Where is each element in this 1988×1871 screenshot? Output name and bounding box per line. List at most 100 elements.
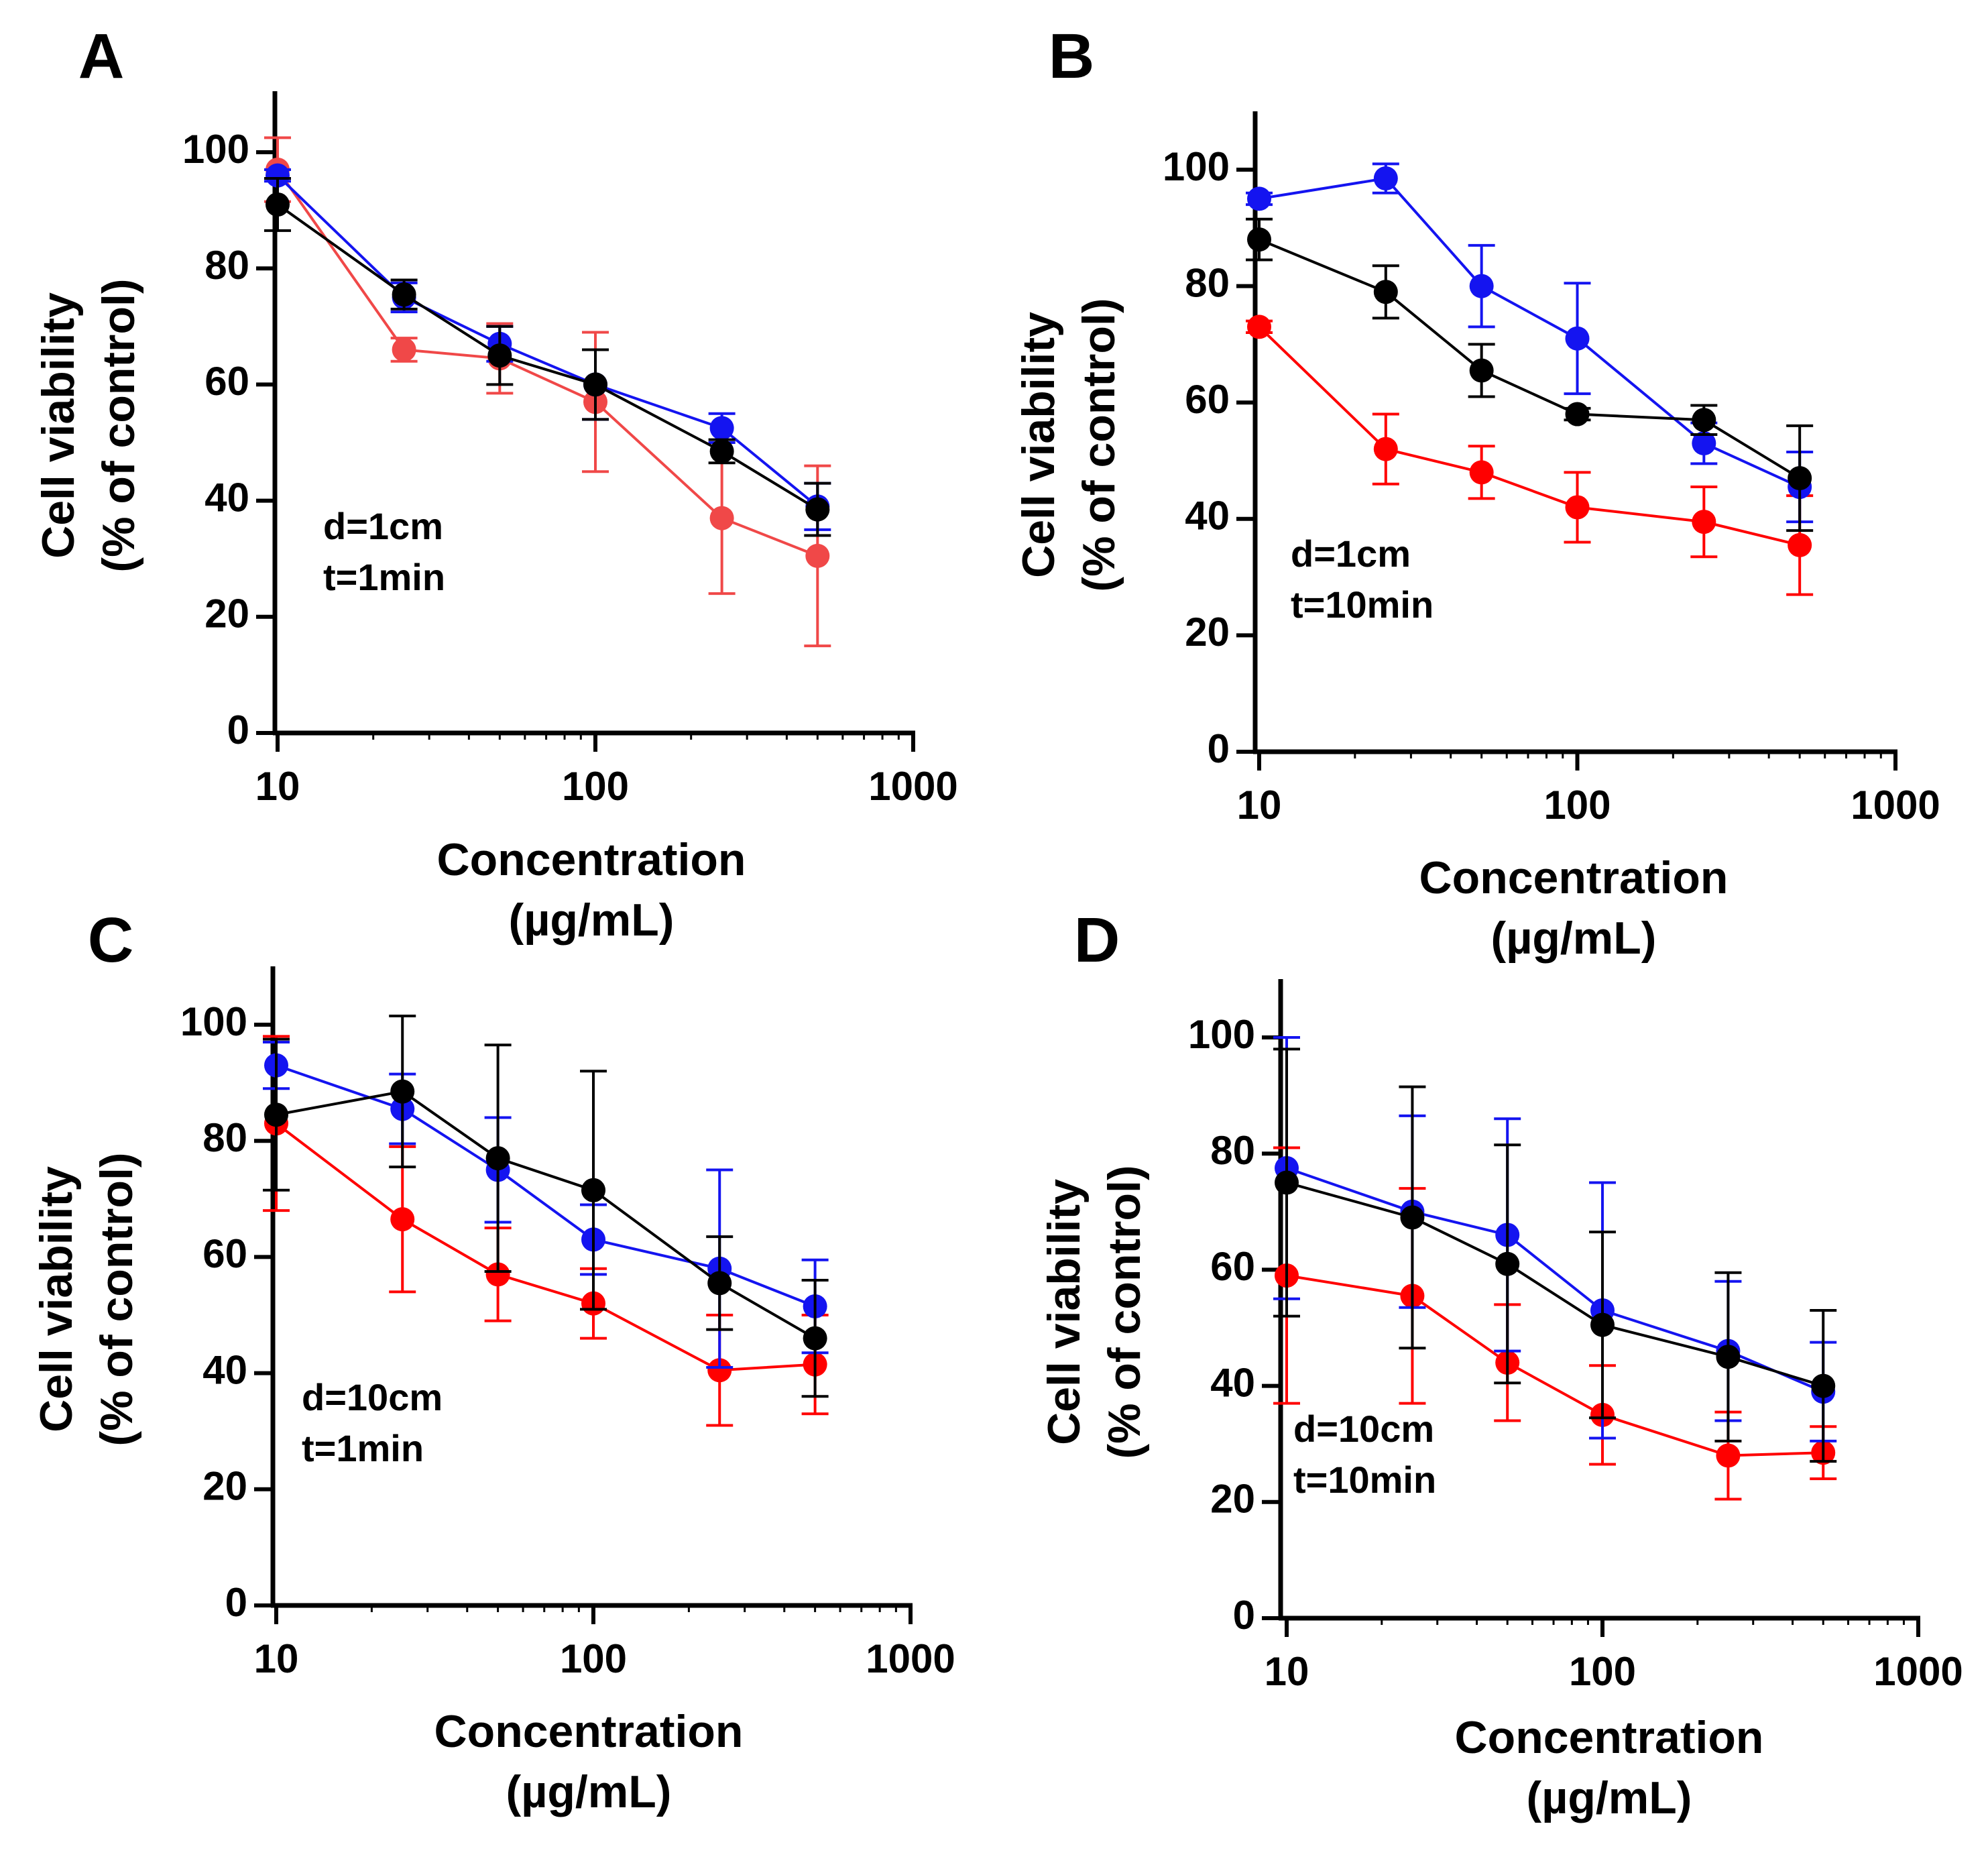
- condition-annotation: d=1cm: [1291, 532, 1411, 575]
- y-axis-label: (% of control): [1099, 1165, 1150, 1459]
- y-tick-label: 100: [180, 999, 247, 1044]
- y-tick-label: 60: [1185, 377, 1230, 422]
- y-tick-label: 40: [204, 475, 249, 520]
- panel-d: D 0 20 40 60 80 100 10 100 1000 Concentration (µg/m…: [1039, 905, 1963, 1823]
- data-point: [805, 497, 830, 522]
- x-tick-label: 1000: [868, 764, 957, 809]
- y-tick-label: 40: [1210, 1360, 1255, 1405]
- y-tick-label: 60: [202, 1231, 247, 1276]
- data-point: [1565, 326, 1590, 351]
- y-tick-label: 100: [182, 127, 249, 172]
- data-point: [485, 1262, 510, 1287]
- data-point: [390, 1207, 415, 1232]
- data-point: [1247, 186, 1271, 211]
- y-tick-label: 60: [1210, 1244, 1255, 1289]
- series-1: [263, 1040, 829, 1369]
- y-tick-label: 0: [1208, 726, 1230, 771]
- data-point: [803, 1326, 827, 1351]
- series-line: [1286, 1166, 1824, 1394]
- data-point: [1400, 1205, 1425, 1230]
- panel-c: C 0 20 40 60 80 100 10 100 1000 Concentration (µg/m…: [31, 905, 955, 1817]
- series-1: [1273, 1036, 1837, 1442]
- y-tick-label: 20: [204, 591, 249, 636]
- data-point: [1373, 166, 1398, 191]
- data-point: [1788, 466, 1812, 491]
- series-line: [275, 1122, 815, 1372]
- panel-a: A 0 20 40 60 80 100 10 100 1000 Concentration (µg/m…: [33, 21, 958, 946]
- y-tick-label: 40: [1185, 494, 1230, 538]
- panel-label: A: [78, 21, 125, 92]
- x-tick-label: 1000: [1851, 783, 1940, 828]
- condition-annotation: d=10cm: [1293, 1408, 1434, 1450]
- condition-annotation: t=10min: [1293, 1459, 1436, 1501]
- data-point: [709, 506, 734, 530]
- data-point: [583, 372, 607, 397]
- x-axis-label: (µg/mL): [509, 895, 675, 946]
- data-point: [805, 543, 830, 568]
- y-axis-label: Cell viability: [33, 292, 84, 559]
- panel-label: D: [1074, 905, 1120, 976]
- y-tick-label: 80: [204, 243, 249, 288]
- data-point: [392, 337, 416, 362]
- data-point: [1565, 402, 1590, 427]
- x-axis-label: (µg/mL): [1491, 913, 1657, 964]
- x-tick-label: 1000: [866, 1636, 955, 1681]
- panel-label: B: [1049, 21, 1095, 92]
- data-point: [1716, 1443, 1741, 1468]
- x-tick-label: 10: [1265, 1649, 1309, 1694]
- series-line: [1258, 325, 1800, 547]
- y-tick-label: 80: [202, 1115, 247, 1160]
- y-axis-label: (% of control): [1073, 298, 1124, 591]
- series-line: [276, 174, 819, 508]
- data-point: [266, 163, 290, 188]
- data-point: [1788, 532, 1812, 557]
- condition-annotation: d=10cm: [302, 1376, 443, 1418]
- data-point: [264, 1102, 288, 1127]
- data-point: [707, 1358, 732, 1383]
- condition-annotation: t=10min: [1291, 583, 1434, 626]
- data-point: [1590, 1312, 1615, 1337]
- y-tick-label: 20: [202, 1464, 247, 1509]
- series-line: [1286, 1181, 1824, 1387]
- series-line: [1286, 1274, 1824, 1457]
- y-tick-label: 0: [1233, 1593, 1255, 1638]
- data-point: [390, 1079, 415, 1104]
- series-2: [263, 1015, 829, 1398]
- x-axis-label: (µg/mL): [506, 1766, 672, 1817]
- x-tick-label: 1000: [1873, 1649, 1963, 1694]
- x-axis-label: Concentration: [434, 1706, 744, 1757]
- y-tick-label: 60: [204, 359, 249, 404]
- x-axis-label: Concentration: [1419, 852, 1729, 903]
- y-tick-label: 100: [1163, 144, 1230, 189]
- x-axis-label: Concentration: [437, 834, 746, 885]
- condition-annotation: t=1min: [302, 1427, 424, 1469]
- data-point: [1275, 1170, 1299, 1195]
- y-axis-label: Cell viability: [1013, 312, 1064, 578]
- x-tick-label: 100: [560, 1636, 627, 1681]
- x-tick-label: 100: [1569, 1649, 1636, 1694]
- condition-annotation: d=1cm: [323, 505, 443, 547]
- series-line: [1259, 176, 1800, 488]
- series-line: [1259, 238, 1801, 479]
- data-point: [1565, 495, 1590, 520]
- series-1: [264, 163, 831, 531]
- data-point: [1692, 510, 1716, 534]
- data-point: [1495, 1251, 1520, 1276]
- series-line: [276, 203, 819, 511]
- x-tick-label: 10: [1237, 783, 1282, 828]
- data-point: [709, 439, 734, 463]
- series-line: [276, 1090, 816, 1340]
- data-point: [392, 282, 416, 307]
- y-axis-label: Cell viability: [31, 1166, 82, 1432]
- series-2: [1246, 217, 1814, 532]
- data-point: [487, 343, 512, 368]
- y-axis-label: (% of control): [93, 278, 144, 572]
- data-point: [485, 1146, 510, 1171]
- data-point: [1373, 437, 1398, 461]
- y-axis-label: Cell viability: [1039, 1179, 1090, 1445]
- data-point: [1469, 460, 1494, 485]
- y-tick-label: 40: [202, 1347, 247, 1392]
- series-0: [263, 1035, 829, 1427]
- data-point: [581, 1178, 605, 1202]
